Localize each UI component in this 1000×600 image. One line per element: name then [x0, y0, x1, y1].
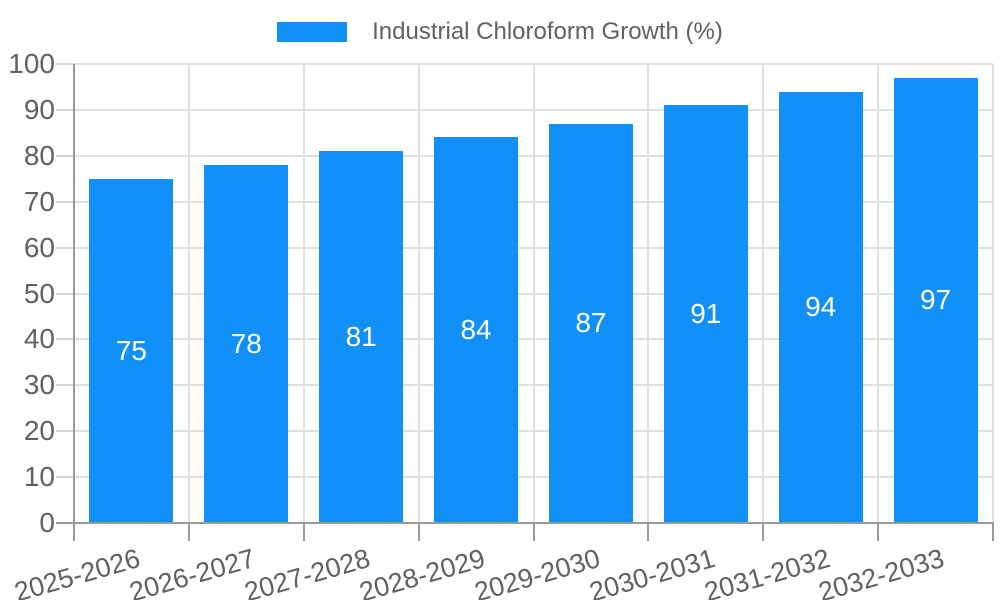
bar[interactable] — [319, 151, 404, 523]
bar-value-label: 94 — [805, 291, 837, 323]
x-axis-label: 2031-2032 — [700, 543, 833, 600]
bar[interactable] — [778, 91, 863, 523]
x-axis-tick — [762, 523, 765, 541]
y-axis-tick — [56, 63, 74, 65]
x-axis-tick — [877, 523, 880, 541]
y-axis-tick — [56, 292, 74, 295]
bar-value-label: 81 — [345, 321, 377, 353]
bar-value-label: 78 — [230, 327, 262, 359]
x-axis-tick — [187, 523, 190, 541]
x-axis-tick — [302, 523, 305, 541]
x-axis-label: 2027-2028 — [241, 543, 374, 600]
x-axis-label: 2028-2029 — [355, 543, 489, 600]
x-axis-label: 2029-2030 — [470, 543, 604, 600]
bar[interactable] — [89, 178, 174, 523]
y-tick-label: 40 — [23, 323, 55, 355]
x-axis-tick — [647, 523, 650, 541]
y-tick-label: 30 — [23, 369, 55, 401]
bar-value-label: 84 — [460, 314, 492, 346]
gridline-vertical — [302, 64, 305, 523]
gridline-vertical — [877, 64, 880, 523]
bar[interactable] — [663, 105, 748, 523]
x-axis-label: 2025-2026 — [11, 543, 144, 600]
y-tick-label: 20 — [23, 415, 55, 447]
gridline-vertical — [647, 64, 650, 523]
gridline-vertical — [532, 64, 535, 523]
gridline-vertical — [417, 64, 420, 523]
x-axis-label: 2032-2033 — [815, 543, 948, 600]
y-tick-label: 0 — [39, 507, 55, 538]
y-tick-label: 10 — [23, 461, 55, 493]
legend[interactable]: Industrial Chloroform Growth (%) — [0, 18, 1000, 46]
y-axis-tick — [56, 476, 74, 479]
y-axis-tick — [56, 108, 74, 111]
bar-value-label: 87 — [575, 307, 607, 339]
y-tick-label: 60 — [23, 231, 55, 263]
gridline-vertical — [187, 64, 190, 523]
y-axis-tick — [56, 154, 74, 157]
y-tick-label: 90 — [23, 93, 55, 125]
bar-value-label: 97 — [919, 284, 952, 316]
x-axis-label: 2026-2027 — [126, 543, 259, 600]
y-axis-tick — [56, 338, 74, 341]
y-axis-tick — [56, 384, 74, 387]
bar[interactable] — [548, 123, 633, 523]
x-axis-tick — [992, 523, 994, 541]
x-axis-label: 2030-2031 — [585, 543, 719, 600]
y-tick-label: 100 — [8, 48, 55, 79]
y-axis-tick — [56, 246, 74, 249]
bar[interactable] — [893, 77, 978, 523]
bar[interactable] — [434, 137, 519, 523]
legend-label: Industrial Chloroform Growth (%) — [372, 18, 723, 45]
gridline-vertical — [762, 64, 765, 523]
y-tick-label: 70 — [23, 185, 55, 217]
y-axis-tick — [56, 200, 74, 203]
y-tick-label: 50 — [23, 277, 55, 309]
bar[interactable] — [204, 164, 289, 523]
y-axis-tick — [56, 430, 74, 433]
gridline-vertical — [992, 64, 994, 523]
y-axis-line — [73, 64, 75, 541]
x-axis-tick — [417, 523, 420, 541]
y-tick-label: 80 — [23, 139, 55, 171]
x-axis-line — [56, 522, 994, 524]
bar-value-label: 91 — [690, 298, 722, 330]
bar-value-label: 75 — [115, 334, 148, 366]
legend-swatch — [277, 22, 348, 42]
x-axis-tick — [532, 523, 535, 541]
